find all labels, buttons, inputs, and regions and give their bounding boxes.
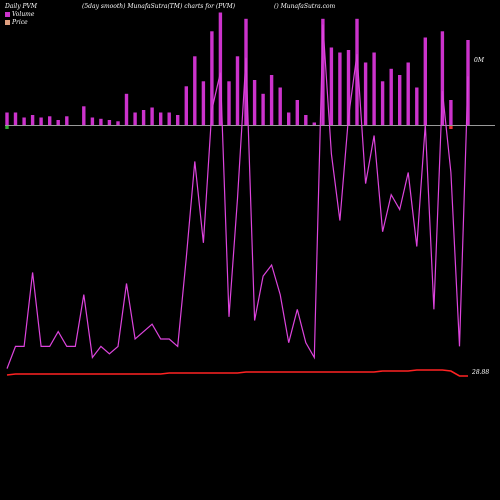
volume-bar-47: [398, 75, 402, 125]
volume-bar-5: [39, 117, 43, 125]
volume-bar-24: [201, 81, 206, 126]
volume-bar-17: [141, 110, 146, 125]
volume-bar-46: [389, 68, 393, 126]
volume-bar-25: [210, 31, 214, 126]
volume-series-line: [6, 24, 469, 369]
volume-bar-19: [159, 112, 163, 125]
volume-bar-38: [321, 18, 325, 126]
volume-bar-52: [440, 31, 445, 126]
volume-bar-50: [423, 37, 427, 125]
volume-bar-39: [329, 47, 334, 125]
legend-volume-label: Volume: [12, 11, 35, 18]
chart-subtitle: (5day smooth) MunafaSutra(TM) charts for…: [82, 3, 236, 10]
volume-bar-10: [82, 106, 86, 126]
legend-volume: Volume: [5, 11, 34, 18]
volume-bar-33: [278, 87, 282, 125]
volume-bar-13: [107, 120, 112, 125]
volume-bar-8: [65, 116, 69, 126]
volume-bar-1: [5, 112, 9, 125]
volume-bar-26: [218, 12, 223, 125]
volume-bar-37: [312, 122, 316, 125]
volume-bar-3: [22, 117, 26, 125]
volume-bar-18: [150, 107, 154, 125]
price-series-line: [6, 369, 468, 377]
direction-mark-1: [5, 126, 9, 129]
volume-bar-12: [99, 118, 103, 126]
direction-mark-53: [449, 126, 453, 129]
site-label: () MunafaSutra.com: [274, 3, 336, 10]
legend-price: Price: [5, 19, 28, 26]
volume-bars: [5, 12, 470, 129]
volume-bar-23: [193, 56, 197, 126]
volume-bar-20: [167, 112, 171, 125]
volume-bar-42: [355, 18, 359, 126]
volume-bar-36: [304, 115, 308, 125]
volume-bar-44: [372, 52, 376, 125]
volume-bar-49: [415, 87, 419, 125]
volume-bar-27: [227, 81, 231, 126]
volume-bar-35: [295, 100, 299, 125]
volume-bar-6: [48, 116, 52, 126]
volume-bar-11: [90, 117, 95, 125]
volume-bar-48: [406, 62, 410, 125]
volume-bar-31: [261, 93, 265, 126]
volume-bar-22: [184, 86, 188, 126]
volume-bar-7: [56, 120, 60, 125]
volume-bar-14: [116, 121, 120, 126]
volume-bar-41: [346, 50, 351, 125]
volume-bar-40: [338, 52, 342, 125]
volume-bar-2: [13, 112, 18, 125]
price-axis-label: 28.88: [472, 369, 490, 376]
legend-price-swatch: [5, 20, 10, 25]
volume-bar-28: [235, 56, 240, 126]
volume-bar-32: [269, 75, 274, 125]
volume-bar-15: [124, 93, 129, 126]
volume-bar-43: [363, 62, 368, 125]
volume-bar-53: [449, 100, 453, 125]
volume-bar-34: [287, 112, 291, 125]
volume-bar-4: [30, 115, 35, 125]
volume-bar-21: [176, 115, 180, 125]
legend-price-label: Price: [12, 19, 28, 26]
volume-bar-45: [380, 81, 385, 126]
volume-axis-label: 0M: [474, 57, 484, 64]
volume-bar-30: [252, 80, 257, 125]
volume-bar-16: [133, 112, 137, 125]
legend-volume-swatch: [5, 12, 10, 17]
chart-title: Daily PVM: [5, 3, 38, 10]
